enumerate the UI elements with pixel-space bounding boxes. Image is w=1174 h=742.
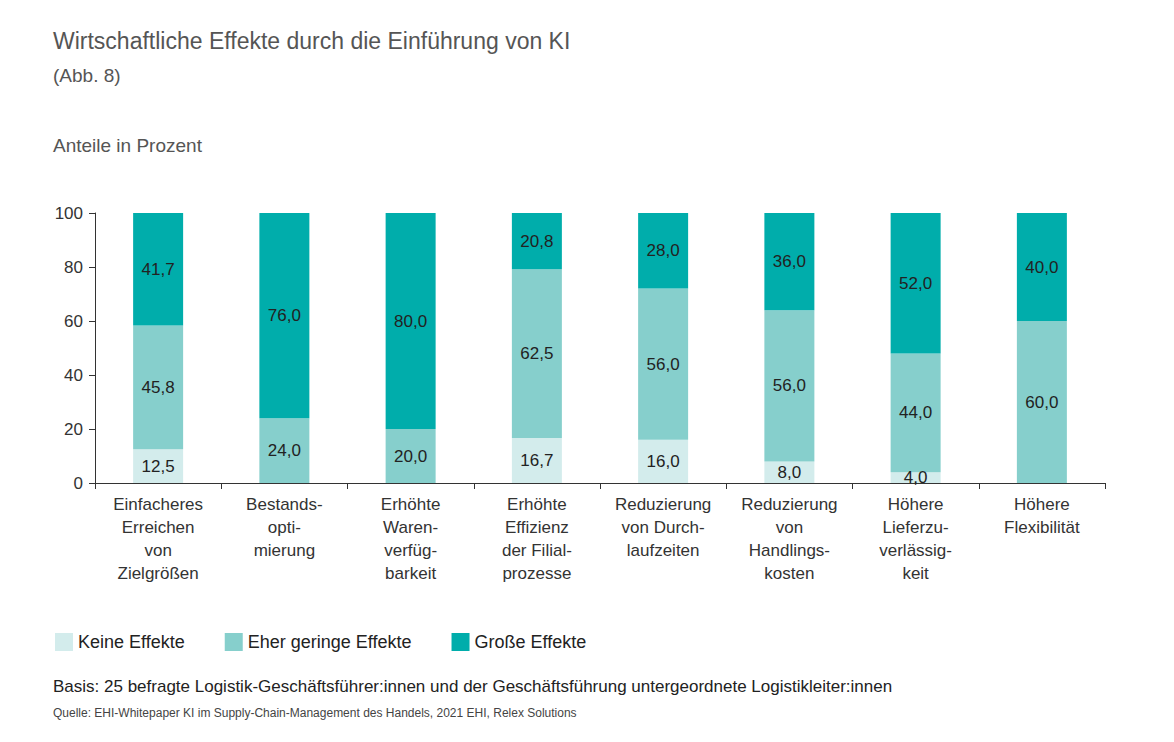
- svg-text:4,0: 4,0: [904, 468, 928, 487]
- svg-text:laufzeiten: laufzeiten: [627, 541, 700, 560]
- svg-text:Quelle: EHI-Whitepaper KI im S: Quelle: EHI-Whitepaper KI im Supply-Chai…: [53, 706, 577, 720]
- svg-text:Erhöhte: Erhöhte: [381, 495, 441, 514]
- svg-text:41,7: 41,7: [142, 260, 175, 279]
- svg-text:Eher geringe Effekte: Eher geringe Effekte: [248, 632, 412, 652]
- svg-text:mierung: mierung: [254, 541, 315, 560]
- svg-text:76,0: 76,0: [268, 306, 301, 325]
- svg-text:von: von: [776, 518, 803, 537]
- svg-text:Bestands-: Bestands-: [246, 495, 323, 514]
- svg-text:20,0: 20,0: [394, 447, 427, 466]
- svg-text:60,0: 60,0: [1025, 393, 1058, 412]
- svg-text:16,0: 16,0: [647, 452, 680, 471]
- svg-text:40: 40: [64, 366, 83, 385]
- svg-text:Große Effekte: Große Effekte: [475, 632, 587, 652]
- svg-text:Höhere: Höhere: [1014, 495, 1070, 514]
- svg-text:Reduzierung: Reduzierung: [615, 495, 711, 514]
- svg-text:Wirtschaftliche Effekte durch: Wirtschaftliche Effekte durch die Einfüh…: [53, 28, 570, 54]
- svg-text:45,8: 45,8: [142, 378, 175, 397]
- svg-text:36,0: 36,0: [773, 252, 806, 271]
- svg-text:prozesse: prozesse: [502, 564, 571, 583]
- svg-text:Reduzierung: Reduzierung: [741, 495, 837, 514]
- svg-text:62,5: 62,5: [520, 344, 553, 363]
- svg-text:20,8: 20,8: [520, 232, 553, 251]
- svg-text:Höhere: Höhere: [888, 495, 944, 514]
- svg-text:Flexibilität: Flexibilität: [1004, 518, 1080, 537]
- svg-text:Anteile in Prozent: Anteile in Prozent: [53, 135, 203, 156]
- svg-text:Einfacheres: Einfacheres: [113, 495, 203, 514]
- svg-text:Lieferzu-: Lieferzu-: [883, 518, 949, 537]
- svg-text:Keine Effekte: Keine Effekte: [78, 632, 185, 652]
- svg-text:40,0: 40,0: [1025, 258, 1058, 277]
- svg-text:von: von: [144, 541, 171, 560]
- svg-text:20: 20: [64, 420, 83, 439]
- svg-text:56,0: 56,0: [647, 355, 680, 374]
- svg-text:16,7: 16,7: [520, 451, 553, 470]
- svg-text:der Filial-: der Filial-: [502, 541, 572, 560]
- svg-text:(Abb. 8): (Abb. 8): [53, 65, 121, 86]
- svg-text:opti-: opti-: [268, 518, 301, 537]
- svg-text:44,0: 44,0: [899, 403, 932, 422]
- svg-text:Erreichen: Erreichen: [122, 518, 195, 537]
- svg-text:Basis: 25 befragte Logistik-Ge: Basis: 25 befragte Logistik-Geschäftsfüh…: [53, 677, 892, 696]
- svg-text:keit: keit: [902, 564, 929, 583]
- svg-text:80: 80: [64, 258, 83, 277]
- svg-text:von Durch-: von Durch-: [622, 518, 705, 537]
- svg-text:verfüg-: verfüg-: [384, 541, 437, 560]
- svg-text:Erhöhte: Erhöhte: [507, 495, 567, 514]
- svg-text:28,0: 28,0: [647, 241, 680, 260]
- svg-text:52,0: 52,0: [899, 274, 932, 293]
- svg-text:Waren-: Waren-: [383, 518, 438, 537]
- svg-text:80,0: 80,0: [394, 312, 427, 331]
- svg-text:verlässig-: verlässig-: [879, 541, 952, 560]
- svg-text:12,5: 12,5: [142, 457, 175, 476]
- svg-text:Zielgrößen: Zielgrößen: [117, 564, 198, 583]
- svg-text:barkeit: barkeit: [385, 564, 436, 583]
- svg-text:8,0: 8,0: [778, 463, 802, 482]
- svg-text:Effizienz: Effizienz: [505, 518, 569, 537]
- svg-text:0: 0: [74, 474, 83, 493]
- svg-text:Handlings-: Handlings-: [749, 541, 830, 560]
- svg-text:kosten: kosten: [764, 564, 814, 583]
- svg-text:60: 60: [64, 312, 83, 331]
- svg-text:56,0: 56,0: [773, 376, 806, 395]
- svg-text:100: 100: [55, 204, 83, 223]
- svg-text:24,0: 24,0: [268, 441, 301, 460]
